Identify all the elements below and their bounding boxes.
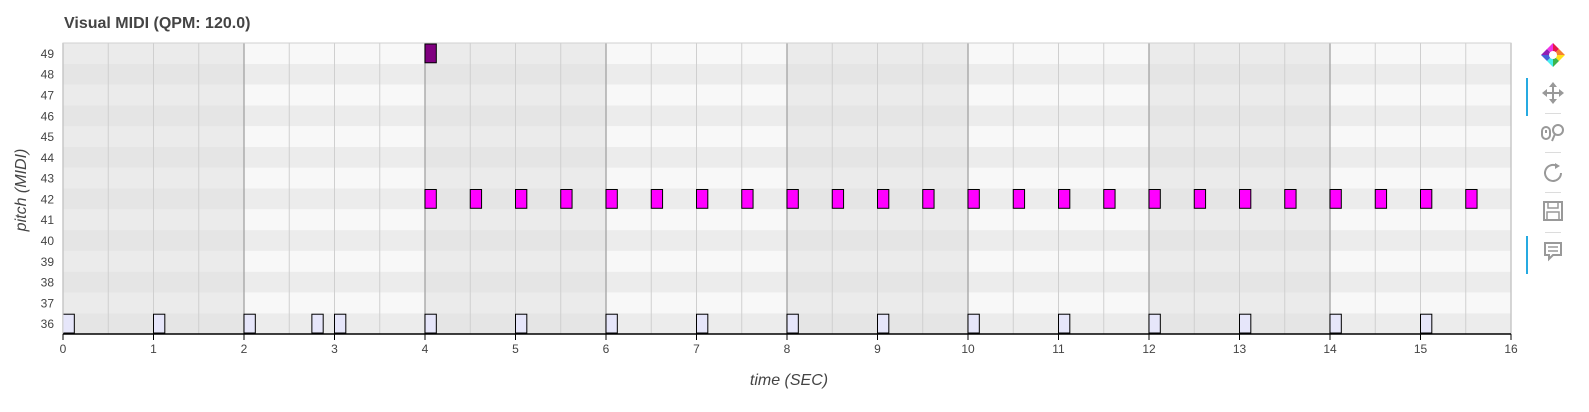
reset-tool-icon: [1544, 163, 1562, 182]
save-tool-icon: [1543, 201, 1563, 221]
note-42: [605, 189, 618, 209]
note-36: [1329, 313, 1342, 334]
y-axis-label: pitch (MIDI): [13, 149, 30, 233]
note-36: [153, 313, 166, 334]
note-42: [1239, 189, 1252, 209]
y-tick-label: 37: [41, 296, 55, 310]
pan-tool-icon: [1542, 82, 1564, 104]
note-42: [1103, 189, 1116, 209]
note-42: [424, 189, 437, 209]
x-tick-label: 9: [874, 342, 881, 356]
note-42: [1148, 189, 1161, 209]
note-42: [1058, 189, 1071, 209]
note-36: [1420, 313, 1433, 334]
bokeh-logo: [1533, 40, 1573, 70]
x-tick-label: 4: [422, 342, 429, 356]
x-tick-label: 10: [961, 342, 975, 356]
note-36: [62, 313, 75, 334]
x-tick-label: 16: [1504, 342, 1518, 356]
y-tick-label: 46: [41, 109, 55, 123]
note-36: [786, 313, 799, 334]
x-tick-label: 3: [331, 342, 338, 356]
note-36: [515, 313, 528, 334]
note-42: [1374, 189, 1388, 209]
x-tick-label: 14: [1323, 342, 1337, 356]
note-42: [922, 189, 935, 209]
note-42: [1329, 189, 1342, 209]
chart-title: Visual MIDI (QPM: 120.0): [64, 15, 251, 32]
note-42: [650, 189, 664, 209]
bokeh-logo-icon: [1541, 43, 1565, 67]
note-42: [1284, 189, 1297, 209]
y-tick-label: 38: [41, 276, 55, 290]
note-42: [1193, 189, 1207, 209]
x-axis-label: time (SEC): [750, 372, 828, 389]
note-42: [560, 189, 573, 209]
y-tick-label: 40: [41, 234, 55, 248]
note-42: [877, 189, 890, 209]
x-tick-label: 2: [241, 342, 248, 356]
note-36: [1239, 313, 1252, 334]
y-tick-label: 45: [41, 130, 55, 144]
note-42: [1465, 189, 1478, 209]
x-tick-label: 15: [1414, 342, 1428, 356]
y-tick-label: 41: [41, 213, 55, 227]
x-tick-label: 12: [1142, 342, 1156, 356]
x-tick-label: 0: [60, 342, 67, 356]
note-36: [967, 313, 980, 334]
reset-tool-button[interactable]: [1533, 158, 1573, 188]
y-tick-label: 48: [41, 68, 55, 82]
wheel-zoom-tool-icon: [1541, 124, 1564, 142]
y-tick-label: 42: [41, 192, 55, 206]
x-tick-label: 8: [784, 342, 791, 356]
note-42: [515, 189, 528, 209]
note-42: [1420, 189, 1433, 209]
note-36: [1058, 313, 1071, 334]
y-tick-label: 43: [41, 172, 55, 186]
note-36: [243, 313, 256, 334]
y-tick-label: 47: [41, 88, 55, 102]
x-tick-label: 1: [150, 342, 157, 356]
note-36: [311, 313, 324, 334]
x-tick-label: 5: [512, 342, 519, 356]
note-42: [741, 189, 754, 209]
note-49: [424, 43, 437, 64]
x-tick-label: 6: [603, 342, 610, 356]
note-42: [786, 189, 799, 209]
y-tick-label: 39: [41, 255, 55, 269]
axes: 0 1 2 3 4 5 6 7 8 9 10 11 12 13 14 15 163637383940414243…: [41, 42, 1518, 356]
note-36: [605, 313, 618, 334]
note-42: [831, 189, 845, 209]
y-tick-label: 49: [41, 47, 55, 61]
note-42: [967, 189, 980, 209]
note-36: [1148, 313, 1161, 334]
note-42: [1012, 189, 1026, 209]
x-tick-label: 11: [1052, 342, 1065, 356]
x-tick-label: 7: [693, 342, 700, 356]
notes: [62, 43, 1478, 334]
x-tick-label: 13: [1233, 342, 1247, 356]
save-tool-button[interactable]: [1533, 196, 1573, 226]
note-36: [334, 313, 347, 334]
hover-tool-button[interactable]: [1526, 236, 1573, 274]
y-tick-label: 36: [41, 317, 55, 331]
note-36: [877, 313, 890, 334]
y-tick-label: 44: [41, 151, 55, 165]
note-42: [696, 189, 709, 209]
pan-tool-button[interactable]: [1526, 78, 1573, 116]
hover-tool-icon: [1544, 242, 1562, 262]
wheel-zoom-tool-button[interactable]: [1533, 118, 1573, 148]
note-36: [424, 313, 437, 334]
plot-toolbar: [1526, 38, 1573, 298]
note-36: [696, 313, 709, 334]
note-42: [469, 189, 483, 209]
